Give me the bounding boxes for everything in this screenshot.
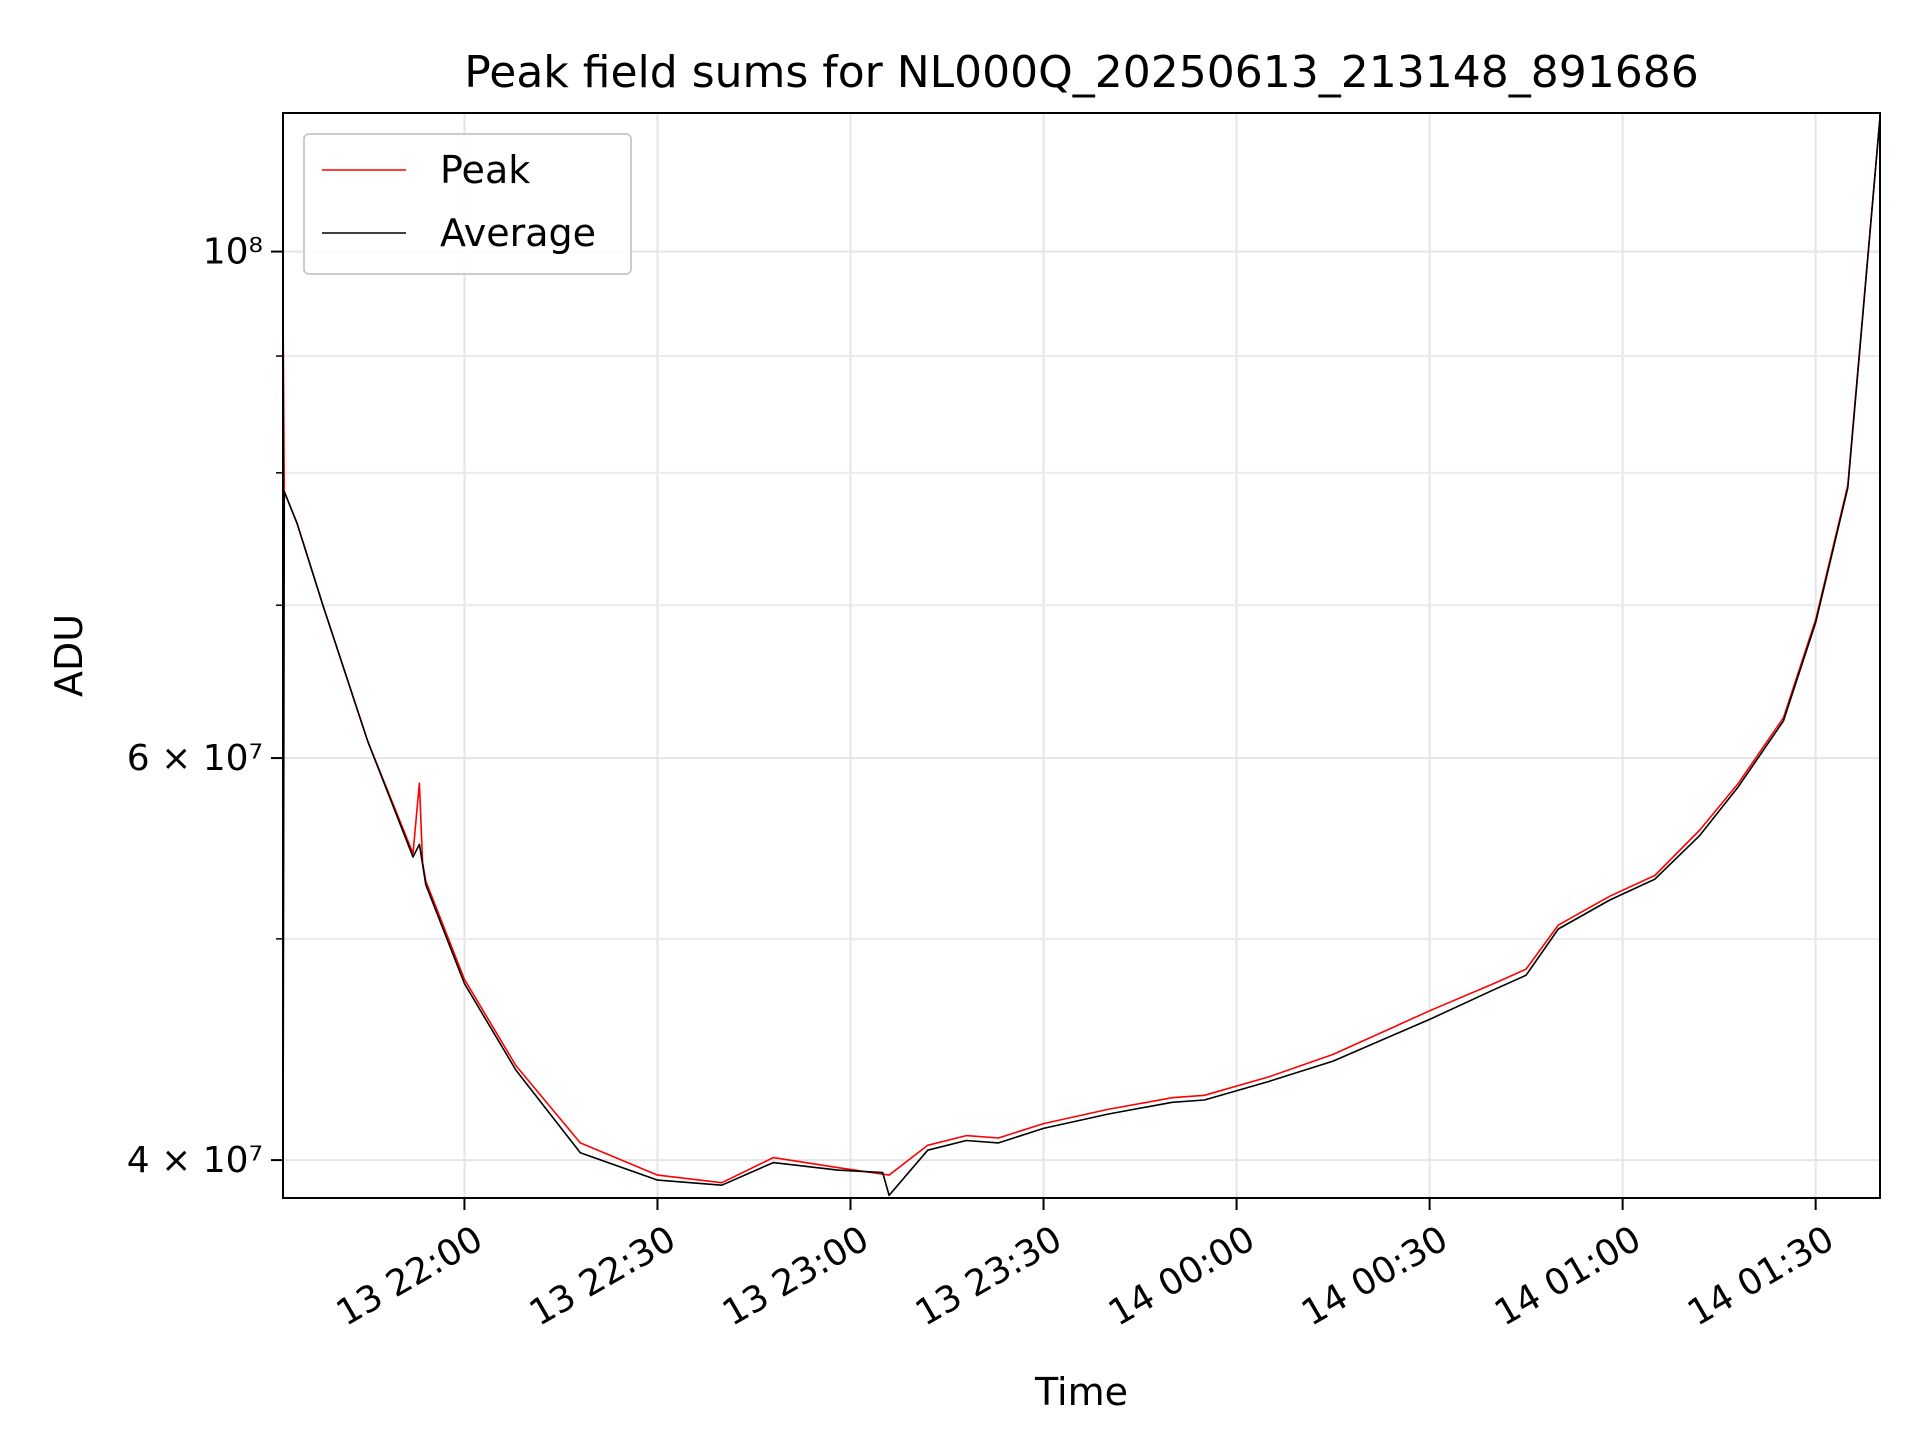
legend-label-average: Average (440, 211, 596, 255)
y-axis-label: ADU (47, 614, 91, 697)
y-tick-label: 4 × 10⁷ (127, 1140, 263, 1181)
y-tick-label: 10⁸ (203, 232, 263, 273)
chart-title: Peak field sums for NL000Q_20250613_2131… (464, 47, 1698, 98)
plot-lines (283, 117, 1880, 1197)
series-line-average (283, 117, 1880, 1197)
legend: Peak Average (303, 133, 632, 275)
plot-frame (282, 112, 1881, 1199)
series-line-peak (283, 117, 1880, 1184)
legend-label-peak: Peak (440, 148, 530, 192)
legend-box (303, 133, 632, 275)
y-tick-label: 6 × 10⁷ (127, 738, 263, 779)
x-axis-label: Time (1034, 1370, 1128, 1414)
